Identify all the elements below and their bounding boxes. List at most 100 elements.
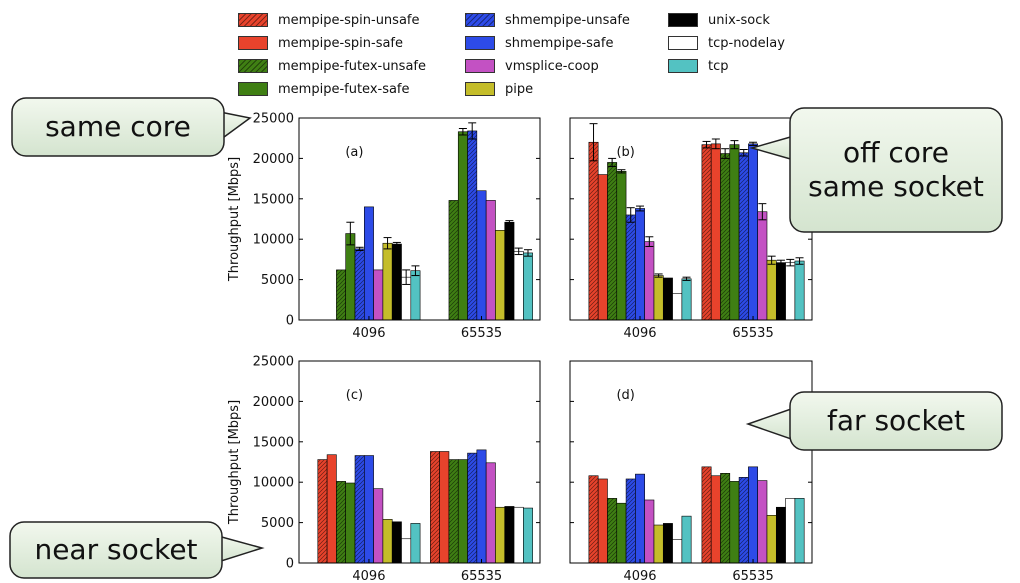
x-tick-label: 4096: [623, 326, 656, 341]
bar-unix-sock-65535: [775, 506, 786, 564]
y-tick-label: 5000: [261, 273, 294, 288]
bar-mempipe-spin-safe-65535: [710, 143, 721, 321]
legend-item-unix-sock: unix-sock: [668, 10, 770, 30]
bar-shmempipe-safe-4096: [635, 208, 645, 321]
legend-label: mempipe-spin-unsafe: [278, 12, 420, 28]
legend-label: tcp: [708, 58, 729, 74]
bar-shmempipe-safe-65535: [748, 466, 758, 564]
bar-tcp-nodelay-4096: [401, 538, 412, 564]
bar-hatch: [336, 481, 346, 563]
callout-same-core: same core: [12, 98, 224, 156]
x-tick-label: 65535: [461, 326, 502, 341]
bar-hatch: [626, 214, 636, 320]
bar-mempipe-spin-safe-4096: [326, 454, 337, 564]
bar-pipe-65535: [766, 515, 777, 564]
bar-mempipe-spin-safe-65535: [710, 475, 721, 564]
bar-unix-sock-4096: [391, 521, 402, 564]
bar-tcp-4096: [410, 523, 421, 564]
y-tick-label: 0: [286, 314, 294, 329]
legend-label: mempipe-spin-safe: [278, 35, 404, 51]
bar-hatch: [588, 475, 599, 563]
bar-hatch: [448, 459, 459, 563]
y-axis-label: Throughput [Mbps]: [227, 157, 242, 282]
bar-shmempipe-safe-65535: [476, 449, 487, 564]
bar-hatch: [720, 153, 730, 320]
callout-tail: [745, 406, 795, 442]
bar-tcp-nodelay-4096: [672, 293, 683, 321]
callout-off-core-line1: off core: [843, 136, 949, 170]
bar-hatch: [720, 473, 730, 563]
bar-hatch: [607, 162, 617, 320]
legend-item-mempipe-futex-safe: mempipe-futex-safe: [238, 79, 410, 99]
bar-hatch: [701, 144, 712, 320]
bar-hatch: [430, 451, 440, 563]
plot-frame: [298, 360, 541, 564]
panel-label: (c): [346, 388, 363, 403]
bar-hatch: [317, 459, 328, 563]
bar-vmsplice-coop-4096: [644, 241, 655, 321]
callout-tail: [217, 535, 265, 564]
legend-item-tcp-nodelay: tcp-nodelay: [668, 33, 785, 53]
chart-panel-2: 4096 65535 (b): [569, 117, 813, 341]
legend-item-shmempipe-unsafe: shmempipe-unsafe: [465, 10, 630, 30]
bar-hatch: [607, 498, 617, 563]
bar-unix-sock-65535: [504, 221, 515, 321]
callout-far-socket-bubble: [745, 391, 1003, 451]
bar-pipe-4096: [653, 275, 664, 321]
panel-label: (a): [345, 145, 363, 160]
y-tick-label: 5000: [261, 516, 294, 531]
panel-label: (b): [616, 145, 634, 160]
legend-swatch: [238, 59, 268, 73]
bar-hatch: [626, 478, 636, 563]
legend-item-pipe: pipe: [465, 79, 533, 99]
legend-item-mempipe-spin-unsafe: mempipe-spin-unsafe: [238, 10, 420, 30]
bar-vmsplice-coop-65535: [757, 211, 768, 321]
bar-tcp-65535: [523, 507, 533, 564]
bar-pipe-65535: [495, 506, 506, 564]
legend-item-mempipe-futex-unsafe: mempipe-futex-unsafe: [238, 56, 426, 76]
plot-frame: [569, 360, 813, 564]
bar-mempipe-futex-safe-4096: [616, 502, 627, 564]
x-tick-label: 4096: [352, 569, 385, 583]
bar-tcp-nodelay-65535: [513, 506, 524, 564]
legend-item-tcp: tcp: [668, 56, 729, 76]
callout-far-socket-text: far socket: [827, 404, 965, 438]
bar-hatch: [467, 130, 477, 320]
legend-label: mempipe-futex-safe: [278, 81, 410, 97]
legend-swatch: [465, 36, 495, 50]
bar-tcp-nodelay-65535: [513, 251, 524, 321]
bar-unix-sock-4096: [662, 277, 673, 321]
legend-label: shmempipe-safe: [505, 35, 614, 51]
callout-off-core: off core same socket: [790, 108, 1002, 232]
legend-label: vmsplice-coop: [505, 58, 599, 74]
legend-label: tcp-nodelay: [708, 35, 785, 51]
callout-box: [9, 521, 223, 579]
y-tick-label: 20000: [253, 152, 294, 167]
bar-mempipe-spin-safe-65535: [439, 451, 450, 564]
callout-near-socket-bubble: [9, 521, 265, 579]
bar-mempipe-futex-safe-65535: [729, 144, 740, 321]
bar-hatch: [354, 248, 365, 320]
callout-box: [11, 97, 225, 157]
bar-mempipe-futex-safe-65535: [457, 131, 468, 321]
callout-far-socket: far socket: [790, 392, 1002, 450]
legend-swatch: [465, 59, 495, 73]
plot-frame: [298, 117, 541, 321]
panel-label: (d): [616, 388, 634, 403]
chart-panel-4: 4096 65535 (d): [569, 360, 813, 583]
legend-label: shmempipe-unsafe: [505, 12, 630, 28]
legend-label: mempipe-futex-unsafe: [278, 58, 426, 74]
legend-swatch: [465, 13, 495, 27]
x-tick-label: 65535: [461, 569, 502, 583]
y-tick-label: 0: [286, 557, 294, 572]
bar-unix-sock-4096: [662, 523, 673, 564]
bar-tcp-65535: [523, 252, 533, 321]
bar-tcp-4096: [681, 278, 692, 321]
legend-item-mempipe-spin-safe: mempipe-spin-safe: [238, 33, 403, 53]
bar-vmsplice-coop-4096: [373, 488, 384, 564]
y-tick-label: 15000: [253, 192, 294, 207]
bar-tcp-nodelay-65535: [785, 262, 796, 321]
legend-item-shmempipe-safe: shmempipe-safe: [465, 33, 613, 53]
callout-near-socket: near socket: [10, 522, 222, 578]
legend-swatch: [668, 59, 698, 73]
